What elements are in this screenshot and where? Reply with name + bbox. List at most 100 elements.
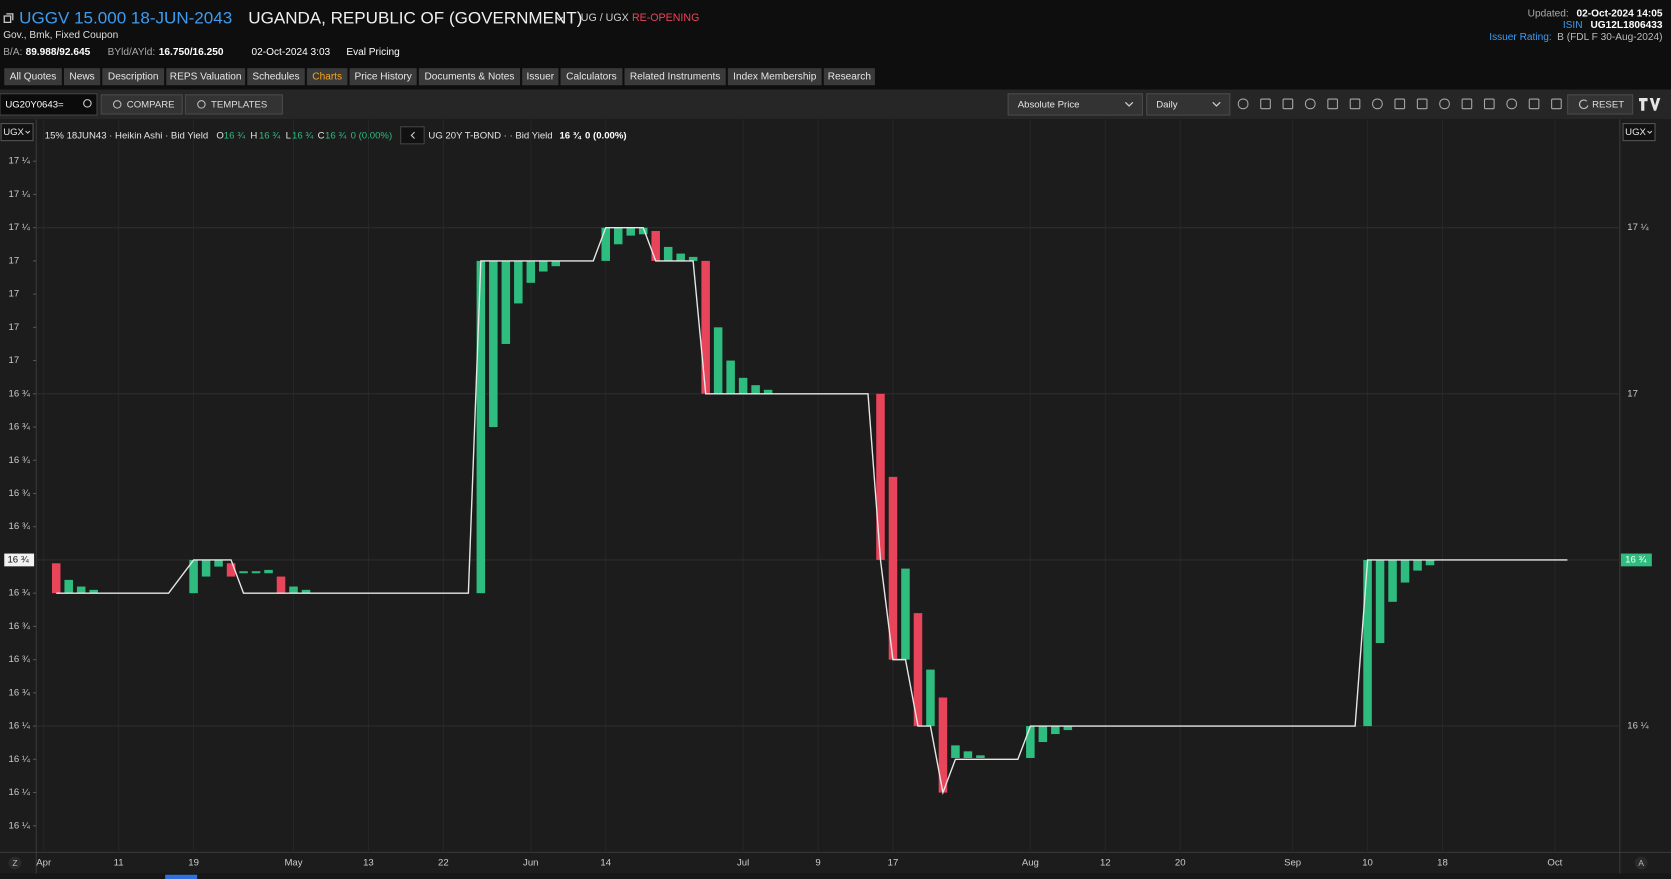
auto-toggle[interactable]: [1634, 856, 1648, 870]
tool-icon[interactable]: [1439, 98, 1450, 110]
tab-label[interactable]: Charts: [312, 71, 342, 82]
candle-body: [913, 613, 923, 727]
ric-input[interactable]: [0, 93, 98, 116]
tool-icon[interactable]: [1282, 98, 1294, 110]
tab-label[interactable]: Price History: [354, 71, 412, 82]
tab[interactable]: [63, 68, 101, 86]
tab[interactable]: [349, 68, 417, 86]
reset-label[interactable]: RESET: [1592, 99, 1624, 110]
x-tick-label: 22: [438, 858, 449, 869]
candle-body: [514, 260, 523, 304]
tab[interactable]: [4, 68, 62, 86]
y-tick-label: 17: [9, 289, 20, 300]
currency-caret: [1647, 130, 1653, 134]
tool-icon[interactable]: [1349, 98, 1361, 110]
tool-icon[interactable]: [1506, 98, 1518, 110]
isin-value: UG12L1806433: [1591, 20, 1663, 31]
candle-body: [501, 260, 511, 344]
tool-icon[interactable]: [1260, 98, 1271, 110]
templates-button-label[interactable]: TEMPLATES: [211, 99, 267, 110]
tab-label[interactable]: Description: [108, 71, 159, 82]
x-tick-label: 10: [1362, 858, 1373, 869]
quote-source: Eval Pricing: [346, 47, 399, 58]
ohlc-value: 16 ¾: [259, 130, 281, 141]
currency-select[interactable]: [0, 123, 34, 142]
tool-icon[interactable]: [1416, 98, 1428, 110]
compare-legend: UG 20Y T-BOND · · Bid Yield: [428, 130, 552, 141]
isin-label: ISIN: [1563, 20, 1583, 31]
tab-label[interactable]: REPS Valuation: [170, 71, 242, 82]
issuer-caret[interactable]: [555, 16, 564, 22]
tab[interactable]: [624, 68, 726, 86]
tab-label[interactable]: Documents & Notes: [424, 71, 514, 82]
y-tick-label: 16 ¼: [9, 787, 31, 798]
y-tick-label: 17: [9, 322, 20, 333]
exchange: UG / UGX: [581, 12, 629, 24]
tool-icon[interactable]: [1551, 98, 1562, 110]
price-type-select[interactable]: [1007, 93, 1143, 116]
interval-select-label[interactable]: Daily: [1156, 99, 1178, 110]
tool-icon[interactable]: [1394, 98, 1406, 110]
x-tick-label: Jun: [523, 858, 538, 869]
description: Gov., Bmk, Fixed Coupon: [3, 30, 118, 41]
auto-label[interactable]: A: [1638, 858, 1644, 868]
tab-label[interactable]: Calculators: [566, 71, 617, 82]
candle-body: [651, 230, 660, 261]
price-type-select-label[interactable]: Absolute Price: [1018, 99, 1080, 110]
tab[interactable]: [166, 68, 246, 86]
tool-icon[interactable]: [1304, 98, 1316, 110]
currency-label[interactable]: UGX: [1625, 127, 1646, 138]
zoom-toggle[interactable]: [8, 856, 22, 870]
x-tick-label: 17: [888, 858, 899, 869]
tab-label[interactable]: Research: [828, 71, 871, 82]
bottom-strip: [0, 873, 1671, 879]
tool-icon[interactable]: [1461, 98, 1473, 110]
tv-logo: [1639, 98, 1661, 111]
interval-select[interactable]: [1146, 93, 1231, 116]
zoom-label[interactable]: Z: [12, 858, 17, 868]
tool-icon[interactable]: [1483, 98, 1495, 110]
interval-select-caret: [1212, 101, 1221, 107]
tab[interactable]: [418, 68, 521, 86]
tab-label[interactable]: All Quotes: [10, 71, 57, 82]
tab-label[interactable]: Issuer: [527, 71, 555, 82]
x-tick-label: 9: [815, 858, 820, 869]
x-tick-label: May: [284, 858, 302, 869]
legend-collapse[interactable]: [400, 126, 425, 145]
y-tick-label: 16 ¾: [9, 422, 31, 433]
compare-button-label[interactable]: COMPARE: [127, 99, 175, 110]
tab[interactable]: [102, 68, 165, 86]
y-tick-label: 17 ¼: [9, 222, 31, 233]
currency-select[interactable]: [1622, 123, 1656, 142]
candle-body: [976, 755, 985, 758]
tab-label[interactable]: Related Instruments: [630, 71, 720, 82]
tab[interactable]: [247, 68, 305, 86]
templates-button[interactable]: [184, 94, 283, 115]
candle-body: [626, 227, 635, 236]
candle-body: [613, 227, 623, 245]
x-tick-label: Oct: [1547, 858, 1562, 869]
compare-button[interactable]: [100, 94, 183, 115]
y-tick-label: 16 ¾: [9, 521, 31, 532]
tab[interactable]: [522, 68, 559, 86]
candle-body: [489, 260, 498, 428]
tab-label[interactable]: Schedules: [252, 71, 299, 82]
tab[interactable]: [727, 68, 822, 86]
tab[interactable]: [560, 68, 623, 86]
tool-icon[interactable]: [1528, 98, 1540, 110]
candle-body: [963, 751, 973, 758]
y2-tick-label: 17 ¼: [1627, 222, 1649, 233]
candle-body: [1026, 726, 1035, 758]
tab-label[interactable]: Index Membership: [733, 71, 817, 82]
tool-icon[interactable]: [1237, 98, 1249, 110]
candle-body: [713, 327, 723, 394]
candle-body: [476, 260, 486, 594]
tool-icon[interactable]: [1372, 98, 1383, 110]
currency-label[interactable]: UGX: [3, 127, 24, 138]
y-tick-label: 16 ¾: [9, 654, 31, 665]
tab[interactable]: [306, 68, 348, 86]
y-tick-label: 16 ¾: [9, 455, 31, 466]
tab[interactable]: [823, 68, 875, 86]
tool-icon[interactable]: [1327, 98, 1338, 110]
tab-label[interactable]: News: [69, 71, 94, 82]
